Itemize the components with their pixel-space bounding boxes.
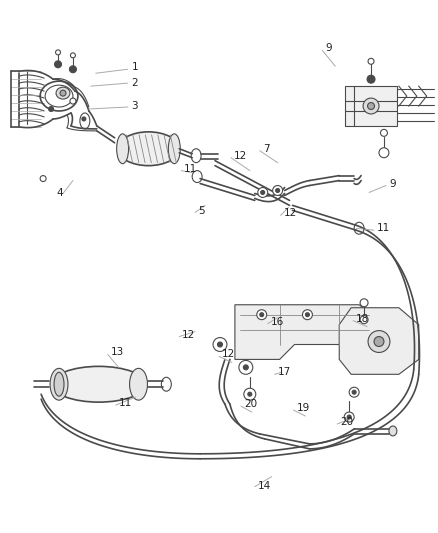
Circle shape [243, 365, 248, 370]
Circle shape [346, 415, 350, 419]
Circle shape [212, 337, 226, 351]
Ellipse shape [168, 134, 180, 164]
Circle shape [69, 66, 76, 72]
Text: 3: 3 [131, 101, 138, 111]
Ellipse shape [362, 98, 378, 114]
Circle shape [54, 61, 61, 68]
Text: 1: 1 [131, 62, 138, 72]
Text: 11: 11 [118, 398, 131, 408]
Polygon shape [234, 305, 378, 359]
Circle shape [351, 390, 355, 394]
Ellipse shape [388, 426, 396, 436]
Ellipse shape [117, 134, 128, 164]
Circle shape [70, 98, 76, 104]
Circle shape [348, 387, 358, 397]
Text: 4: 4 [56, 189, 63, 198]
Circle shape [305, 313, 309, 317]
Ellipse shape [51, 366, 146, 402]
Circle shape [40, 175, 46, 182]
Ellipse shape [367, 102, 374, 109]
Text: 11: 11 [376, 223, 389, 233]
Polygon shape [339, 308, 418, 374]
Circle shape [70, 53, 75, 58]
Circle shape [243, 388, 255, 400]
Text: 12: 12 [233, 151, 247, 161]
Circle shape [378, 148, 388, 158]
Ellipse shape [54, 373, 64, 396]
Circle shape [217, 342, 222, 347]
Ellipse shape [56, 87, 70, 99]
Circle shape [275, 189, 279, 192]
Ellipse shape [60, 90, 66, 96]
Circle shape [367, 58, 373, 64]
Circle shape [359, 316, 367, 324]
Circle shape [238, 360, 252, 374]
Circle shape [366, 75, 374, 83]
Text: 7: 7 [262, 144, 269, 154]
Text: 13: 13 [110, 348, 124, 358]
Ellipse shape [117, 132, 179, 166]
Text: 12: 12 [222, 350, 235, 359]
Circle shape [359, 299, 367, 307]
Circle shape [247, 392, 251, 396]
Circle shape [82, 117, 86, 121]
Text: 17: 17 [277, 367, 290, 377]
Text: 16: 16 [270, 317, 283, 327]
Circle shape [56, 50, 60, 55]
Circle shape [259, 313, 263, 317]
Text: 9: 9 [388, 179, 395, 189]
Text: 12: 12 [283, 208, 296, 219]
Text: 14: 14 [257, 481, 270, 490]
Ellipse shape [50, 368, 68, 400]
Ellipse shape [129, 368, 147, 400]
Ellipse shape [367, 330, 389, 352]
Text: 20: 20 [243, 399, 256, 409]
Circle shape [272, 185, 282, 196]
Circle shape [260, 190, 264, 195]
Text: 18: 18 [355, 313, 368, 324]
Circle shape [343, 412, 353, 422]
Circle shape [257, 188, 267, 197]
Ellipse shape [373, 336, 383, 346]
Text: 9: 9 [325, 43, 331, 53]
Text: 2: 2 [131, 78, 138, 88]
Circle shape [256, 310, 266, 320]
Text: 11: 11 [184, 164, 197, 174]
Circle shape [49, 107, 53, 111]
Text: 5: 5 [198, 206, 204, 216]
Text: 19: 19 [296, 403, 309, 413]
Circle shape [380, 130, 387, 136]
FancyBboxPatch shape [344, 86, 396, 126]
Circle shape [302, 310, 312, 320]
Text: 20: 20 [339, 417, 353, 427]
Text: 12: 12 [182, 329, 195, 340]
